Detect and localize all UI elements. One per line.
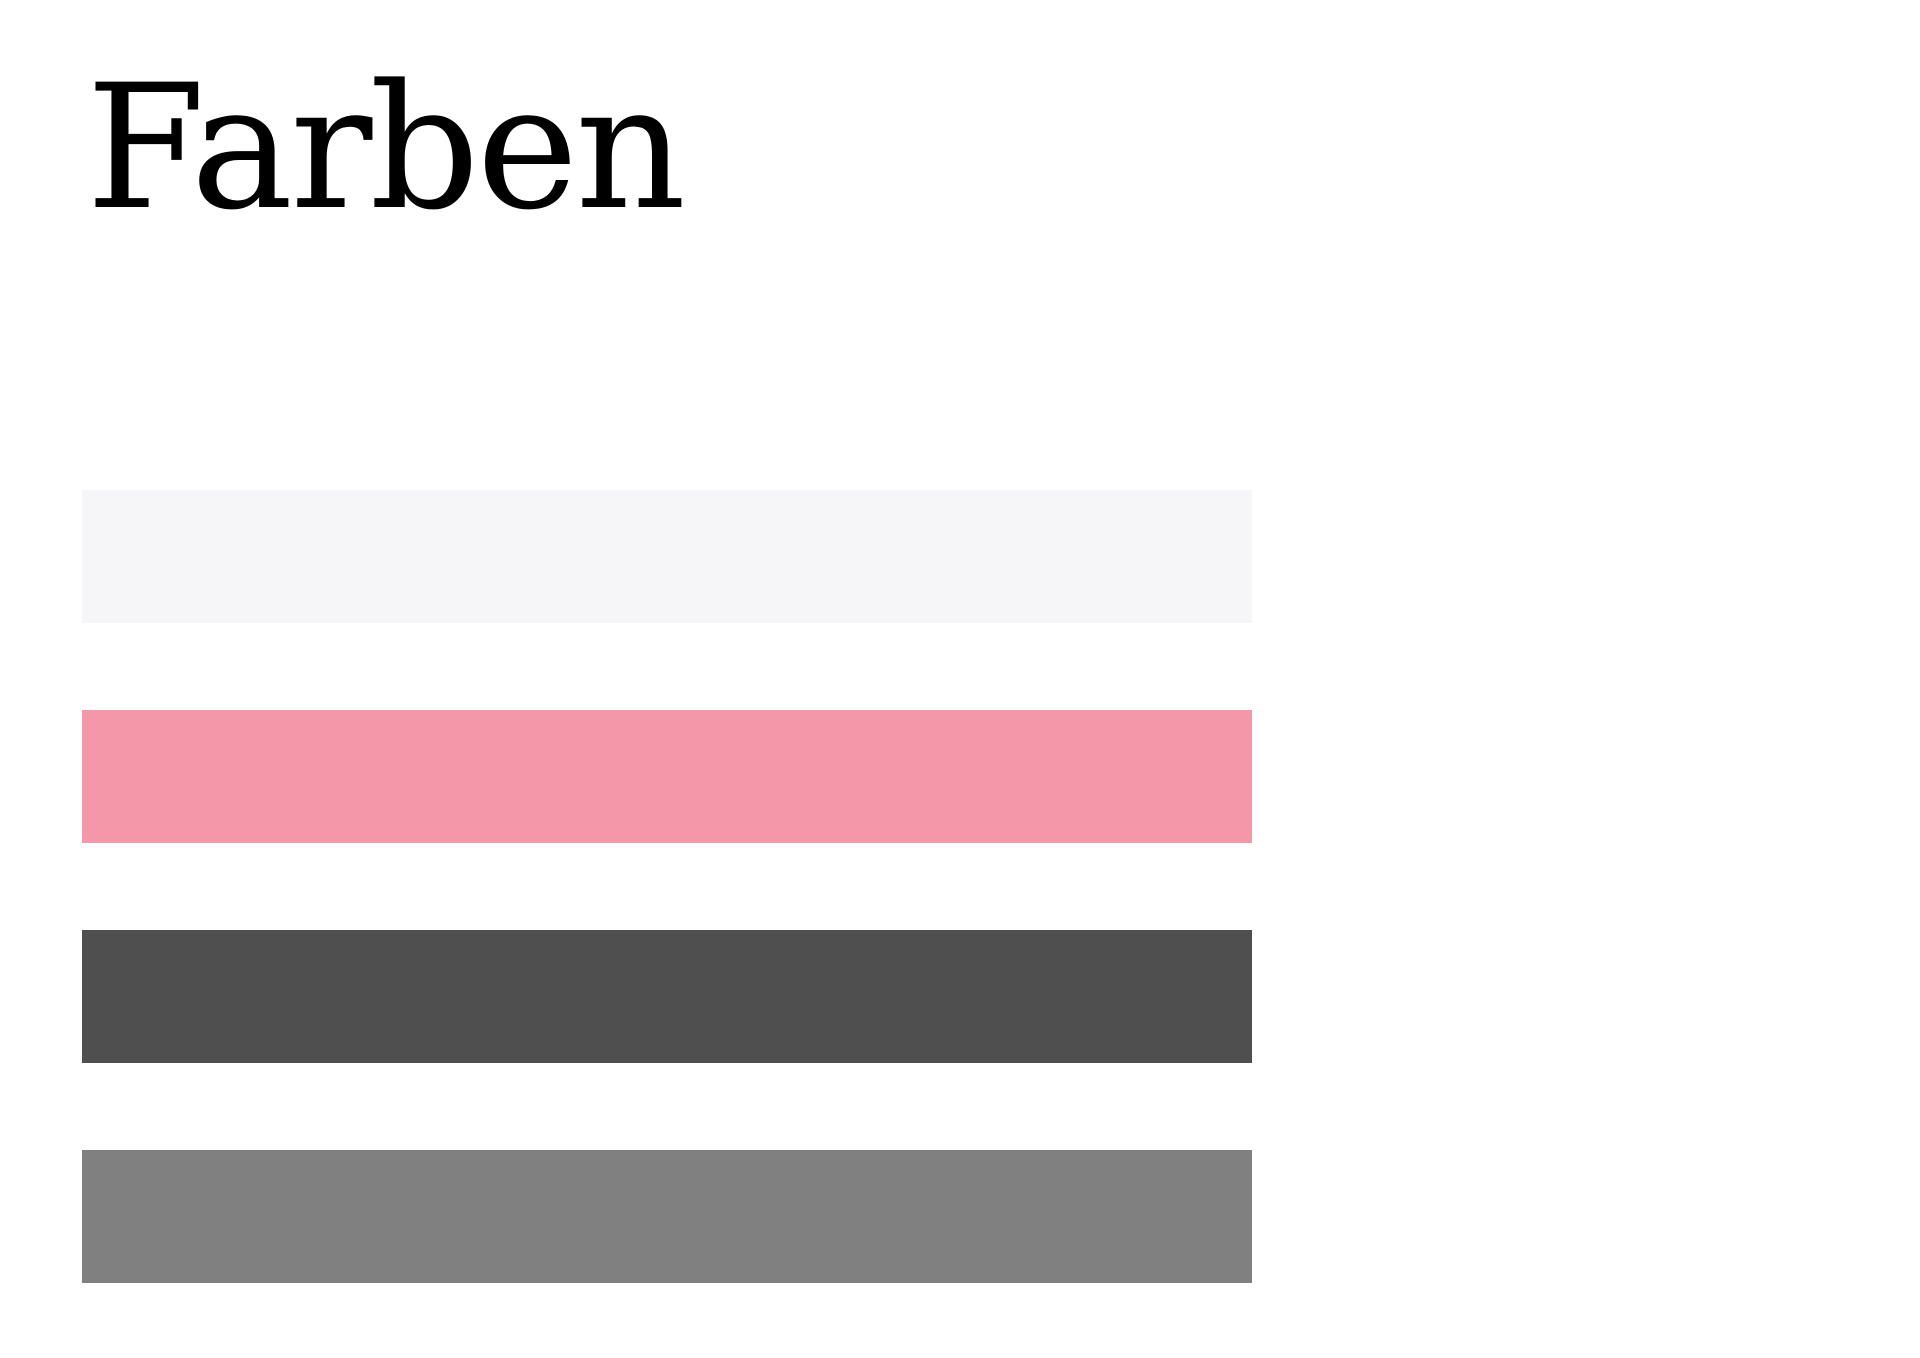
color-swatch-mid-grey <box>82 1150 1252 1283</box>
color-swatch-pink <box>82 710 1252 843</box>
color-swatch-off-white <box>82 490 1252 623</box>
color-swatch-dark-grey <box>82 930 1252 1063</box>
page-title: Farben <box>86 47 686 248</box>
color-swatch-list <box>82 490 1252 1283</box>
